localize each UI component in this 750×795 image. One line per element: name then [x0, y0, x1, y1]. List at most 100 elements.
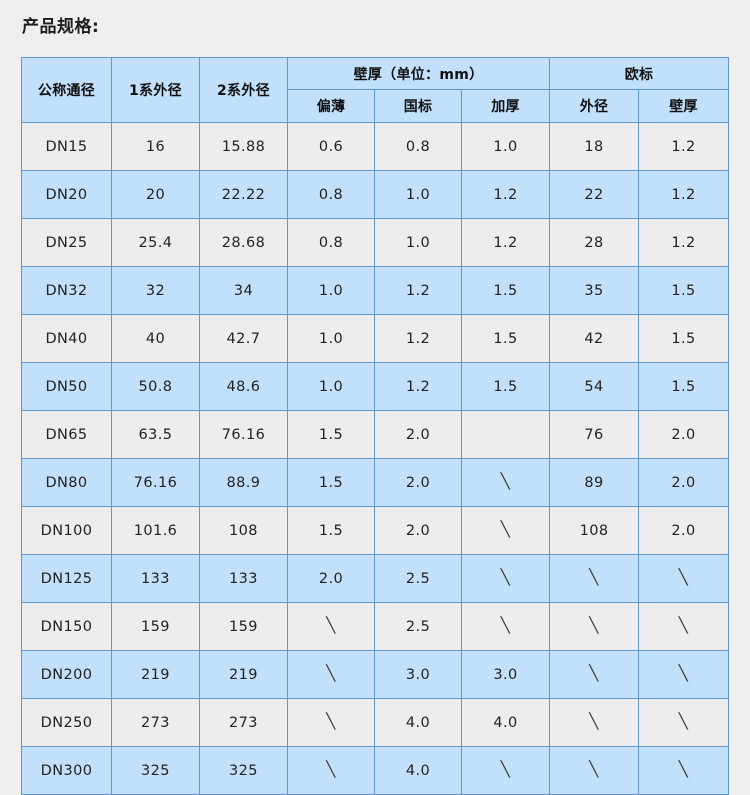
cell-series2-od: 48.6	[199, 362, 288, 411]
header-wt-standard: 国标	[374, 89, 462, 123]
table-row: DN125 133 133 2.0 2.5 ╲ ╲ ╲	[21, 554, 730, 603]
not-applicable-mark: ╲	[589, 759, 599, 778]
cell-nominal-diameter: DN20	[21, 170, 112, 219]
not-applicable-mark: ╲	[678, 711, 689, 730]
cell-nominal-diameter: DN50	[21, 362, 112, 411]
cell-wt-thin: 1.5	[287, 506, 375, 555]
cell-euro-wt: ╲	[638, 698, 730, 747]
cell-nominal-diameter: DN40	[21, 314, 112, 363]
header-wt-thick: 加厚	[460, 89, 551, 123]
header-sub-row: 偏薄 国标 加厚 外径 壁厚	[22, 89, 730, 123]
cell-euro-od: 42	[549, 314, 640, 363]
header-series1-od: 1系外径	[111, 57, 200, 123]
cell-nominal-diameter: DN15	[21, 122, 112, 171]
cell-wt-standard: 0.8	[374, 122, 462, 171]
cell-wt-thin: 1.5	[287, 410, 375, 459]
table-row: DN100 101.6 108 1.5 2.0 ╲ 108 2.0	[21, 506, 730, 555]
cell-wt-thin: 1.0	[287, 362, 375, 411]
not-applicable-mark: ╲	[326, 759, 336, 778]
cell-wt-thick: ╲	[460, 554, 551, 603]
table-header: 公称通径 1系外径 2系外径 壁厚（单位：mm） 欧标 偏薄 国标 加厚 外径 …	[21, 57, 730, 123]
cell-wt-thick: 1.5	[460, 266, 551, 315]
not-applicable-mark: ╲	[678, 615, 689, 634]
cell-series1-od: 273	[111, 698, 200, 747]
cell-wt-standard: 1.2	[374, 314, 462, 363]
table-row: DN150 159 159 ╲ 2.5 ╲ ╲ ╲	[21, 602, 730, 651]
cell-euro-wt: ╲	[638, 554, 730, 603]
cell-euro-wt: 1.2	[638, 122, 730, 171]
cell-series1-od: 16	[111, 122, 200, 171]
cell-series2-od: 28.68	[199, 218, 288, 267]
not-applicable-mark: ╲	[326, 711, 336, 730]
cell-nominal-diameter: DN100	[21, 506, 112, 555]
cell-wt-thin: 1.0	[287, 314, 375, 363]
cell-euro-wt: 2.0	[638, 506, 730, 555]
table-row: DN25 25.4 28.68 0.8 1.0 1.2 28 1.2	[21, 218, 730, 267]
cell-wt-thin: 1.5	[287, 458, 375, 507]
not-applicable-mark: ╲	[326, 663, 336, 682]
cell-euro-od: 35	[549, 266, 640, 315]
cell-euro-od: 89	[549, 458, 640, 507]
cell-series2-od: 22.22	[199, 170, 288, 219]
cell-wt-standard: 2.0	[374, 458, 462, 507]
header-euro-wt: 壁厚	[638, 89, 730, 123]
cell-wt-thin: 0.6	[287, 122, 375, 171]
product-spec-page: 产品规格: 公称通径 1系外径 2系外径 壁厚（单位：mm） 欧标 偏薄 国标 …	[21, 17, 730, 795]
cell-wt-standard: 1.0	[374, 170, 462, 219]
cell-euro-od: ╲	[549, 650, 640, 699]
cell-wt-standard: 1.2	[374, 362, 462, 411]
cell-euro-od: ╲	[549, 602, 640, 651]
cell-nominal-diameter: DN150	[21, 602, 112, 651]
cell-series2-od: 219	[199, 650, 288, 699]
header-euro-od: 外径	[549, 89, 640, 123]
cell-wt-standard: 2.5	[374, 602, 462, 651]
cell-series2-od: 34	[199, 266, 288, 315]
cell-euro-wt: ╲	[638, 602, 730, 651]
product-spec-table: 公称通径 1系外径 2系外径 壁厚（单位：mm） 欧标 偏薄 国标 加厚 外径 …	[21, 57, 730, 795]
cell-series2-od: 325	[199, 746, 288, 795]
cell-series2-od: 273	[199, 698, 288, 747]
cell-wt-thick: ╲	[460, 506, 551, 555]
cell-nominal-diameter: DN300	[21, 746, 112, 795]
cell-series1-od: 219	[111, 650, 200, 699]
cell-series1-od: 101.6	[111, 506, 200, 555]
cell-euro-wt: 2.0	[638, 410, 730, 459]
cell-euro-wt: ╲	[638, 746, 730, 795]
header-wall-thickness-group: 壁厚（单位：mm）	[286, 57, 551, 90]
cell-series2-od: 88.9	[199, 458, 288, 507]
header-group-row: 公称通径 1系外径 2系外径 壁厚（单位：mm） 欧标	[21, 57, 730, 123]
cell-wt-standard: 1.0	[374, 218, 462, 267]
table-row: DN300 325 325 ╲ 4.0 ╲ ╲ ╲	[21, 746, 730, 795]
cell-wt-thick: 4.0	[460, 698, 551, 747]
cell-wt-thin: ╲	[287, 746, 375, 795]
table-row: DN15 16 15.88 0.6 0.8 1.0 18 1.2	[21, 122, 730, 171]
not-applicable-mark: ╲	[326, 615, 336, 634]
table-row: DN32 32 34 1.0 1.2 1.5 35 1.5	[21, 266, 730, 315]
cell-wt-standard: 2.5	[374, 554, 462, 603]
table-row: DN200 219 219 ╲ 3.0 3.0 ╲ ╲	[21, 650, 730, 699]
not-applicable-mark: ╲	[678, 663, 689, 682]
cell-wt-thin: ╲	[287, 698, 375, 747]
cell-series1-od: 63.5	[111, 410, 200, 459]
cell-euro-od: ╲	[549, 746, 640, 795]
cell-wt-thin: 0.8	[287, 218, 375, 267]
cell-series1-od: 40	[111, 314, 200, 363]
cell-wt-standard: 4.0	[374, 746, 462, 795]
not-applicable-mark: ╲	[589, 711, 599, 730]
cell-series2-od: 76.16	[199, 410, 288, 459]
cell-wt-thin: ╲	[287, 602, 375, 651]
table-row: DN50 50.8 48.6 1.0 1.2 1.5 54 1.5	[21, 362, 730, 411]
cell-series1-od: 76.16	[111, 458, 200, 507]
cell-euro-wt: 1.2	[638, 218, 730, 267]
cell-nominal-diameter: DN200	[21, 650, 112, 699]
cell-euro-wt: 1.2	[638, 170, 730, 219]
cell-wt-standard: 1.2	[374, 266, 462, 315]
not-applicable-mark: ╲	[589, 615, 599, 634]
cell-wt-thick: 1.2	[460, 170, 551, 219]
cell-euro-od: 76	[549, 410, 640, 459]
cell-series1-od: 20	[111, 170, 200, 219]
not-applicable-mark: ╲	[500, 615, 511, 634]
cell-euro-wt: 1.5	[638, 266, 730, 315]
cell-euro-od: 28	[549, 218, 640, 267]
cell-euro-od: ╲	[549, 698, 640, 747]
